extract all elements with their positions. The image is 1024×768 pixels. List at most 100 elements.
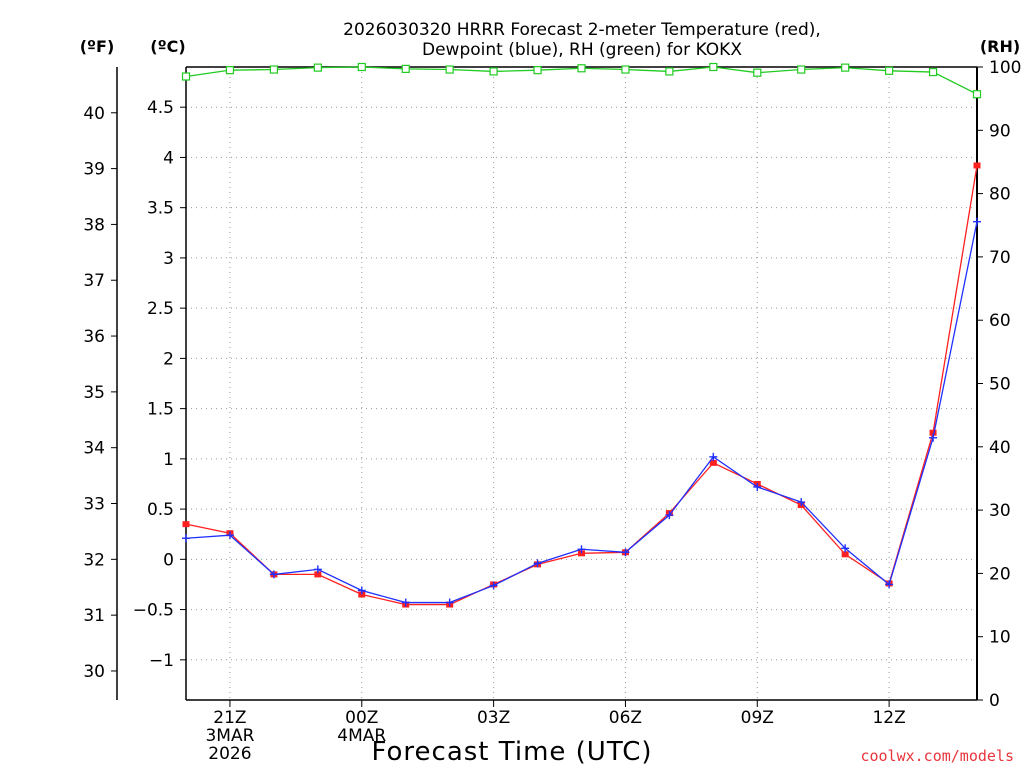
celsius-tick-label: 2.5 (147, 299, 174, 319)
fahrenheit-tick-label: 33 (83, 495, 105, 515)
celsius-tick-label: 3 (163, 249, 174, 269)
dewpoint-point (709, 452, 718, 461)
rh-point (577, 64, 586, 73)
rh-point (797, 65, 806, 74)
fahrenheit-unit-label: (ºF) (80, 37, 115, 56)
rh-unit-label: (RH) (980, 37, 1020, 56)
grid-lines (186, 67, 977, 700)
dewpoint-point (182, 534, 190, 543)
dewpoint-point (885, 580, 894, 589)
x-tick-label: 06Z (609, 708, 642, 728)
celsius-unit-label: (ºC) (150, 37, 185, 56)
dewpoint-point (797, 498, 806, 507)
x-tick-label: 00Z (345, 708, 378, 728)
x-tick-label: 09Z (741, 708, 774, 728)
x-tick-label: 4MAR (337, 726, 386, 746)
rh-point (533, 66, 542, 75)
rh-point (972, 90, 982, 99)
celsius-tick-label: 0.5 (147, 500, 174, 520)
rh-tick-label: 100 (989, 58, 1021, 78)
rh-tick-label: 60 (989, 311, 1011, 331)
dewpoint-point (401, 598, 410, 607)
rh-point (181, 72, 191, 81)
rh-point (665, 67, 674, 76)
rh-point (753, 68, 762, 77)
x-tick-label: 21Z (213, 708, 246, 728)
rh-tick-label: 70 (989, 248, 1011, 268)
x-tick-label: 03Z (477, 708, 510, 728)
temperature-point (578, 550, 585, 557)
fahrenheit-tick-label: 35 (83, 383, 105, 403)
dewpoint-point (621, 548, 630, 557)
x-tick-label: 2026 (208, 744, 251, 764)
temperature-point (709, 459, 717, 466)
rh-tick-label: 30 (989, 501, 1011, 521)
fahrenheit-tick-label: 36 (83, 327, 105, 347)
rh-tick-label: 0 (989, 691, 1000, 711)
dewpoint-point (665, 511, 674, 520)
axes (116, 66, 978, 701)
fahrenheit-tick-label: 40 (83, 104, 105, 124)
x-axis-label: Forecast Time (UTC) (371, 737, 652, 767)
dewpoint-point (973, 217, 981, 226)
temperature-point (182, 521, 190, 528)
celsius-tick-label: 4 (163, 148, 174, 168)
rh-tick-label: 80 (989, 185, 1011, 205)
rh-point (928, 67, 938, 77)
temperature-point (841, 551, 849, 558)
celsius-tick-label: 4.5 (147, 98, 174, 118)
fahrenheit-tick-label: 31 (83, 606, 105, 626)
dewpoint-point (489, 581, 498, 590)
dewpoint-point (313, 565, 322, 574)
celsius-tick-label: −0.5 (133, 601, 174, 621)
dewpoint-point (445, 598, 454, 607)
celsius-tick-label: 3.5 (147, 199, 174, 219)
rh-point (357, 62, 366, 72)
fahrenheit-tick-label: 38 (83, 215, 105, 235)
temperature-line (185, 165, 978, 606)
dewpoint-point (929, 433, 938, 442)
celsius-tick-label: 1.5 (147, 400, 174, 420)
dewpoint-point (357, 586, 366, 595)
rh-tick-label: 10 (989, 628, 1011, 648)
rh-point (445, 65, 454, 74)
rh-point (709, 62, 718, 72)
celsius-tick-label: 1 (163, 450, 174, 470)
celsius-tick-label: 2 (163, 349, 174, 369)
rh-tick-label: 20 (989, 564, 1011, 584)
rh-tick-label: 90 (989, 121, 1011, 141)
chart-title-line1: 2026030320 HRRR Forecast 2-meter Tempera… (343, 20, 821, 40)
dewpoint-point (577, 545, 586, 554)
rh-point (489, 67, 498, 76)
fahrenheit-tick-label: 39 (83, 160, 105, 180)
temperature-point (358, 591, 366, 598)
temperature-point (929, 429, 937, 436)
rh-tick-label: 40 (989, 438, 1011, 458)
dewpoint-point (225, 531, 234, 540)
x-tick-label: 3MAR (205, 726, 254, 746)
dewpoint-point (753, 482, 762, 491)
fahrenheit-tick-label: 34 (83, 439, 105, 459)
rh-point (225, 66, 235, 75)
rh-point (313, 63, 322, 72)
rh-point (621, 65, 630, 74)
chart-title-line2: Dewpoint (blue), RH (green) for KOKX (422, 40, 742, 60)
dewpoint-point (269, 570, 278, 579)
credit-text: coolwx.com/models (860, 747, 1014, 765)
rh-tick-label: 50 (989, 375, 1011, 395)
celsius-tick-label: −1 (149, 651, 174, 671)
dewpoint-point (841, 544, 850, 553)
rh-point (841, 63, 850, 72)
temperature-point (973, 162, 981, 169)
x-tick-label: 12Z (872, 708, 905, 728)
rh-point (401, 64, 410, 73)
dewpoint-point (533, 559, 542, 568)
rh-point (269, 65, 278, 74)
fahrenheit-tick-label: 37 (83, 271, 105, 291)
data-series (181, 62, 982, 608)
rh-point (885, 66, 894, 75)
temperature-point (314, 571, 322, 578)
fahrenheit-tick-label: 30 (83, 662, 105, 682)
